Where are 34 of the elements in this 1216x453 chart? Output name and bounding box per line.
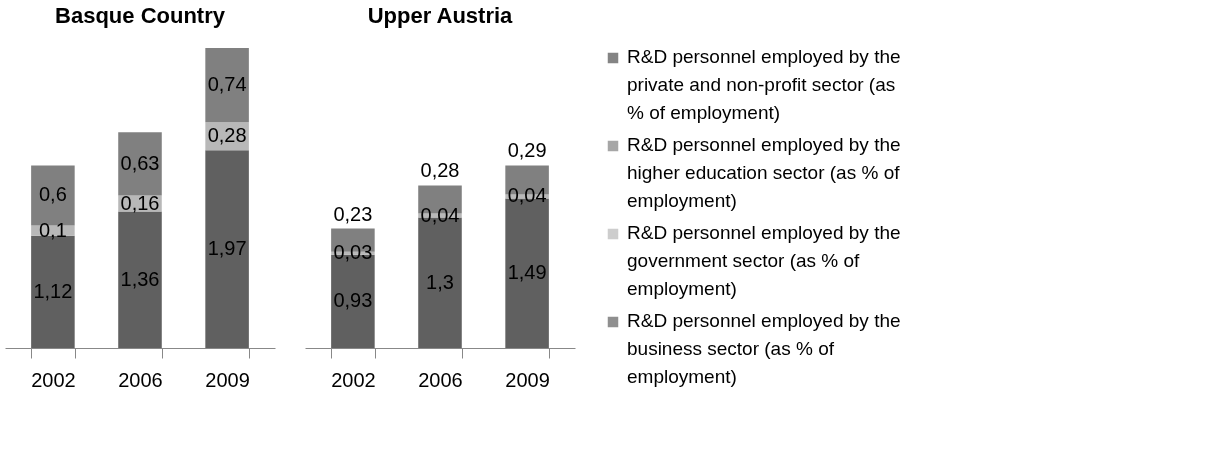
data-label: 0,04 (420, 203, 460, 226)
chart-title: Basque Country (55, 3, 226, 28)
x-tick-label: 2009 (205, 368, 250, 391)
data-label: 0,29 (507, 139, 547, 162)
data-label: 0,03 (333, 241, 373, 264)
data-label: 1,49 (507, 261, 547, 284)
x-tick-label: 2006 (418, 368, 463, 391)
data-label: 1,36 (120, 267, 160, 290)
bar (118, 211, 162, 348)
data-label: 0,28 (207, 124, 247, 147)
legend-label: R&D personnel employed by the business sector (as % of employment) (627, 310, 901, 387)
data-label: 0,23 (333, 202, 373, 225)
data-label: 0,04 (507, 184, 547, 207)
data-label: 0,63 (120, 151, 160, 174)
bar (205, 48, 249, 123)
data-label: 0,6 (39, 183, 67, 206)
x-tick-label: 2002 (331, 368, 376, 391)
data-label: 0,1 (39, 218, 67, 241)
data-label: 1,97 (207, 237, 247, 260)
x-tick-label: 2009 (505, 368, 550, 391)
data-label: 0,16 (120, 191, 160, 214)
chart-title: Upper Austria (367, 3, 514, 28)
data-label: 1,12 (33, 279, 73, 302)
data-label: 1,3 (426, 270, 454, 293)
x-tick-label: 2002 (31, 368, 76, 391)
data-label: 0,28 (420, 159, 460, 182)
data-label: 0,74 (207, 73, 247, 96)
legend-label: R&D personnel employed by the private and non-profit sector (as % of employment) (627, 46, 901, 123)
legend-label: R&D personnel employed by the government sector (as % of employment) (627, 222, 901, 299)
legend-label: R&D personnel employed by the higher education sector (as % of employment) (627, 134, 901, 211)
x-tick-label: 2006 (118, 368, 163, 391)
bar (118, 132, 162, 196)
bar (205, 150, 249, 348)
data-label: 0,93 (333, 289, 373, 312)
